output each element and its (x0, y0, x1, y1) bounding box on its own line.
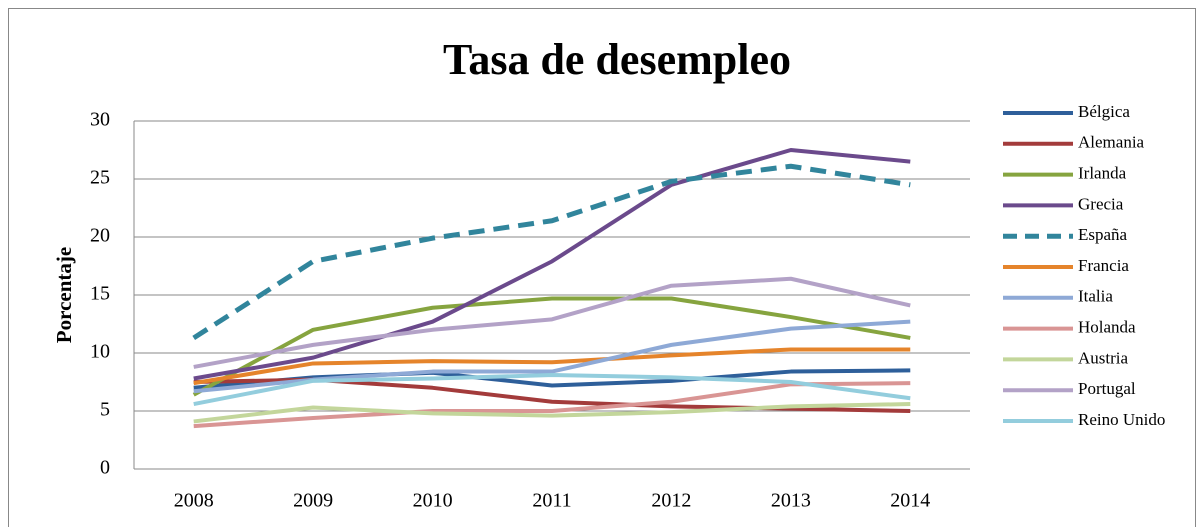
series-line (193, 373, 911, 407)
legend-label: Alemania (1078, 133, 1145, 152)
series-line (193, 347, 911, 386)
y-axis-label: Porcentaje (52, 247, 76, 343)
series-line (192, 163, 911, 341)
x-tick-label: 2008 (174, 490, 214, 512)
series-line (193, 368, 911, 390)
y-tick-label: 20 (90, 225, 110, 247)
legend-label: Reino Unido (1078, 410, 1165, 429)
x-tick-label: 2010 (413, 490, 453, 512)
x-tick-label: 2013 (771, 490, 811, 512)
legend-label: Italia (1078, 287, 1113, 306)
legend-label: Irlanda (1078, 164, 1127, 183)
legend-label: Bélgica (1078, 102, 1130, 121)
series-line (192, 296, 911, 397)
legend-label: Portugal (1078, 379, 1136, 398)
series-line (193, 402, 911, 424)
legend-label: España (1078, 225, 1128, 244)
legend-label: Francia (1078, 256, 1129, 275)
chart-frame (8, 8, 1196, 527)
legend-label: Holanda (1078, 318, 1136, 337)
legend-label: Grecia (1078, 194, 1124, 213)
x-tick-label: 2014 (890, 490, 930, 512)
legend-label: Austria (1078, 348, 1129, 367)
x-tick-label: 2009 (293, 490, 333, 512)
x-tick-label: 2011 (532, 490, 571, 512)
y-tick-label: 10 (90, 341, 110, 363)
x-tick-label: 2012 (651, 490, 691, 512)
series-line (193, 276, 911, 369)
y-tick-label: 15 (90, 283, 110, 305)
y-tick-label: 25 (90, 167, 110, 189)
y-tick-label: 5 (100, 399, 110, 421)
series-line (193, 381, 911, 429)
y-tick-label: 30 (90, 109, 110, 131)
chart-title: Tasa de desempleo (443, 35, 791, 84)
series-line (193, 148, 911, 381)
y-tick-label: 0 (100, 457, 110, 479)
